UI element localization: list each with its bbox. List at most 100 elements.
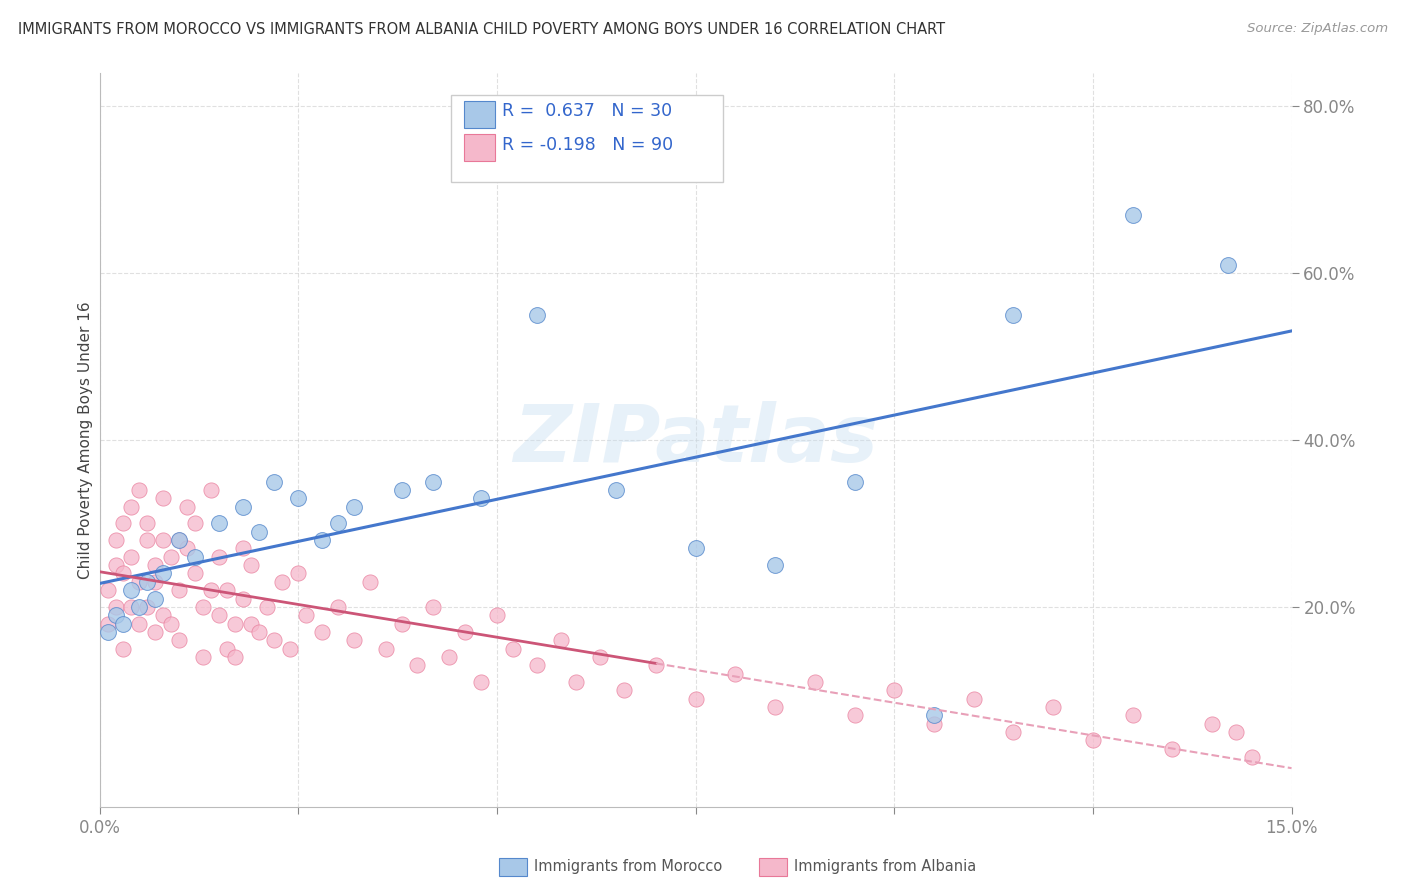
Point [613, 683, 636, 698]
Point [374, 641, 396, 656]
Point [143, 574, 166, 589]
Point [326, 516, 349, 531]
Point [176, 500, 198, 514]
Point [804, 674, 827, 689]
Point [208, 608, 231, 623]
Point [143, 624, 166, 639]
Point [605, 483, 627, 497]
Point [963, 691, 986, 706]
Point [287, 491, 309, 506]
Point [883, 683, 905, 698]
Point [167, 533, 190, 548]
Point [1122, 208, 1144, 222]
Text: Immigrants from Albania: Immigrants from Albania [794, 859, 977, 873]
Point [167, 583, 190, 598]
Point [1201, 716, 1223, 731]
Point [239, 616, 262, 631]
Point [271, 574, 294, 589]
Point [454, 624, 477, 639]
Point [247, 524, 270, 539]
Point [112, 566, 135, 581]
Point [97, 583, 120, 598]
Point [232, 591, 254, 606]
Point [391, 483, 413, 497]
Point [215, 641, 238, 656]
Point [763, 558, 786, 573]
Point [922, 716, 945, 731]
Point [763, 700, 786, 714]
Point [295, 608, 318, 623]
Text: R =  0.637   N = 30: R = 0.637 N = 30 [502, 103, 672, 120]
Point [224, 649, 246, 664]
Point [232, 541, 254, 556]
Point [247, 624, 270, 639]
Text: Immigrants from Morocco: Immigrants from Morocco [534, 859, 723, 873]
Point [191, 649, 214, 664]
Point [97, 624, 120, 639]
Point [1081, 733, 1104, 747]
Point [439, 649, 461, 664]
Point [128, 574, 150, 589]
Point [470, 674, 492, 689]
Point [685, 541, 707, 556]
Point [422, 475, 444, 489]
Point [326, 599, 349, 614]
Point [311, 624, 333, 639]
Point [143, 558, 166, 573]
Point [343, 633, 366, 648]
Point [256, 599, 278, 614]
Point [128, 616, 150, 631]
Point [152, 491, 174, 506]
Point [589, 649, 612, 664]
Point [287, 566, 309, 581]
Point [263, 633, 285, 648]
Point [104, 533, 127, 548]
Point [1216, 258, 1239, 272]
Point [152, 608, 174, 623]
Point [167, 533, 190, 548]
Point [263, 475, 285, 489]
Text: IMMIGRANTS FROM MOROCCO VS IMMIGRANTS FROM ALBANIA CHILD POVERTY AMONG BOYS UNDE: IMMIGRANTS FROM MOROCCO VS IMMIGRANTS FR… [18, 22, 945, 37]
Point [97, 616, 120, 631]
Point [724, 666, 747, 681]
Point [167, 633, 190, 648]
Point [311, 533, 333, 548]
Point [184, 516, 207, 531]
Point [136, 533, 159, 548]
Point [1225, 725, 1247, 739]
Point [343, 500, 366, 514]
Point [232, 500, 254, 514]
Point [565, 674, 588, 689]
Point [104, 558, 127, 573]
Point [485, 608, 508, 623]
Y-axis label: Child Poverty Among Boys Under 16: Child Poverty Among Boys Under 16 [79, 301, 93, 579]
Point [200, 583, 222, 598]
Point [224, 616, 246, 631]
Point [128, 483, 150, 497]
Point [550, 633, 572, 648]
Point [104, 608, 127, 623]
Point [136, 574, 159, 589]
Point [136, 516, 159, 531]
Point [112, 516, 135, 531]
Point [844, 708, 866, 723]
Point [120, 583, 142, 598]
Point [239, 558, 262, 573]
Point [112, 641, 135, 656]
Point [160, 616, 183, 631]
Point [191, 599, 214, 614]
Point [359, 574, 381, 589]
Point [160, 549, 183, 564]
Point [1042, 700, 1064, 714]
Text: Source: ZipAtlas.com: Source: ZipAtlas.com [1247, 22, 1388, 36]
Point [844, 475, 866, 489]
Point [136, 599, 159, 614]
Point [470, 491, 492, 506]
Point [406, 658, 429, 673]
Point [922, 708, 945, 723]
Point [422, 599, 444, 614]
Point [391, 616, 413, 631]
Point [208, 516, 231, 531]
Point [208, 549, 231, 564]
Point [184, 566, 207, 581]
